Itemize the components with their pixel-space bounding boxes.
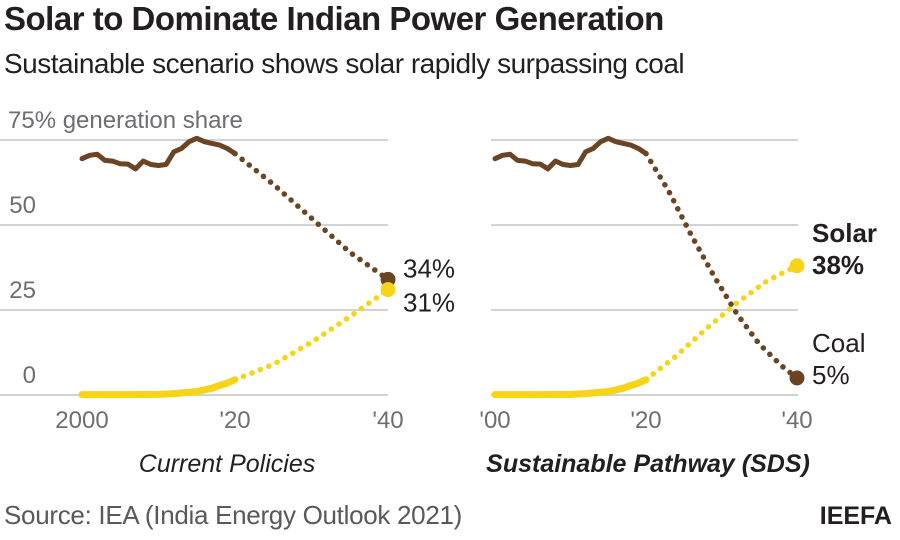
solar-projection-line (643, 263, 800, 383)
coal-historical-line (79, 135, 238, 172)
solar-end-label: 31% (403, 288, 455, 318)
coal-projection-line (232, 150, 391, 283)
y-tick-label: 50 (9, 192, 36, 219)
x-tick-label: '40 (781, 407, 812, 434)
x-tick-label: '00 (479, 407, 510, 434)
y-tick-label: 25 (9, 277, 36, 304)
source-note: Source: IEA (India Energy Outlook 2021) (4, 500, 463, 530)
solar-projection-line (232, 286, 391, 383)
x-tick-label: 2000 (55, 407, 108, 434)
coal-projection-line (643, 150, 800, 381)
solar-historical-line (78, 376, 239, 399)
x-tick-label: '40 (372, 407, 403, 434)
solar-historical-line (491, 376, 650, 399)
chart-title: Solar to Dominate Indian Power Generatio… (4, 0, 664, 37)
y-tick-label: 75% generation share (8, 107, 243, 134)
solar-end-point (789, 258, 805, 274)
chart-subtitle: Sustainable scenario shows solar rapidly… (4, 48, 685, 79)
solar-name-label: Solar (812, 218, 877, 248)
coal-historical-line (492, 135, 649, 172)
brand-logo: IEEFA (819, 502, 892, 530)
coal-end-point (789, 370, 805, 386)
x-tick-label: '20 (219, 407, 250, 434)
solar-end-point (380, 282, 396, 298)
coal-end-label: 34% (403, 253, 455, 283)
coal-name-label: Coal (812, 328, 865, 358)
y-tick-label: 0 (23, 362, 36, 389)
panel-title: Current Policies (139, 450, 315, 478)
solar-end-label: 38% (812, 250, 864, 280)
coal-end-label: 5% (812, 360, 850, 390)
panel-title: Sustainable Pathway (SDS) (486, 450, 810, 478)
x-tick-label: '20 (630, 407, 661, 434)
